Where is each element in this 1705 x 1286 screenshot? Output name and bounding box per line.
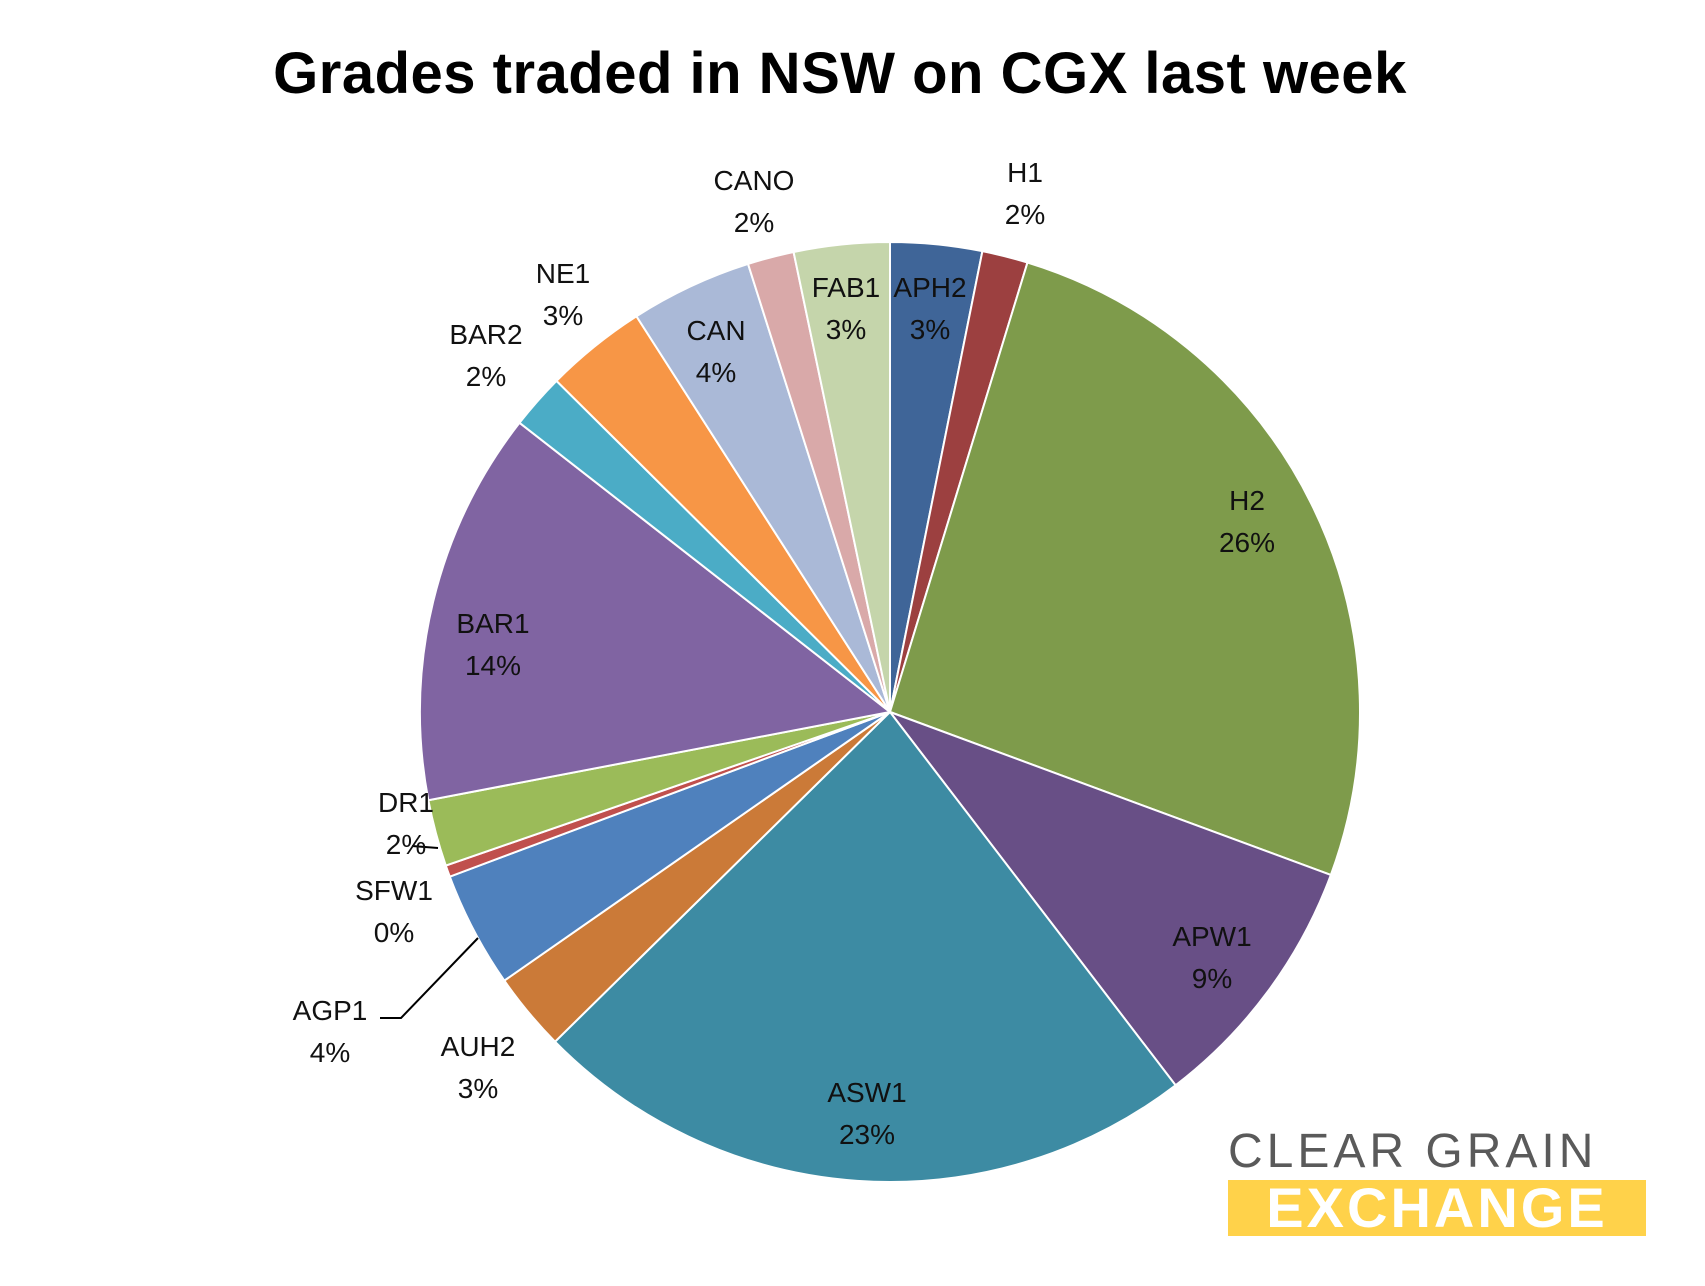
leader-line-agp1: [380, 937, 479, 1019]
slice-percent-cano: 2%: [734, 207, 774, 238]
slice-percent-agp1: 4%: [310, 1037, 350, 1068]
clear-grain-exchange-logo: CLEAR GRAIN EXCHANGE: [1228, 1126, 1648, 1236]
slice-percent-bar2: 2%: [466, 361, 506, 392]
slice-name-h2: H2: [1229, 485, 1265, 516]
logo-line-2: EXCHANGE: [1266, 1180, 1608, 1236]
leader-line-dr1: [411, 845, 439, 849]
slice-percent-apw1: 9%: [1192, 963, 1232, 994]
leader-lines: [380, 845, 479, 1019]
slice-percent-can: 4%: [696, 357, 736, 388]
slice-percent-fab1: 3%: [826, 314, 866, 345]
slice-name-ne1: NE1: [536, 258, 590, 289]
slice-percent-sfw1: 0%: [374, 917, 414, 948]
slice-name-can: CAN: [686, 315, 745, 346]
slice-percent-aph2: 3%: [910, 314, 950, 345]
slice-percent-bar1: 14%: [465, 650, 521, 681]
slice-name-fab1: FAB1: [812, 272, 880, 303]
pie-slice-apw1: [887, 709, 1333, 1087]
slice-name-sfw1: SFW1: [355, 875, 433, 906]
slice-labels: APH2 3% H1 2% H2 26% APW1 9% ASW1 23% AUH2 3% AGP1 4%…: [293, 157, 1275, 1150]
pie-slice-bar1: [419, 421, 893, 802]
slice-name-apw1: APW1: [1172, 921, 1251, 952]
slice-name-auh2: AUH2: [441, 1031, 516, 1062]
slice-name-cano: CANO: [714, 165, 795, 196]
slice-percent-dr1: 2%: [386, 829, 426, 860]
slice-percent-h2: 26%: [1219, 527, 1275, 558]
slice-name-agp1: AGP1: [293, 995, 368, 1026]
slice-name-h1: H1: [1007, 157, 1043, 188]
slice-percent-auh2: 3%: [458, 1073, 498, 1104]
pie-slice-fab1: [792, 240, 891, 713]
slice-name-bar1: BAR1: [456, 608, 529, 639]
slice-percent-ne1: 3%: [543, 300, 583, 331]
pie-slices: [419, 240, 1361, 1183]
slice-name-dr1: DR1: [378, 787, 434, 818]
chart-title: Grades traded in NSW on CGX last week: [273, 41, 1407, 106]
slice-name-asw1: ASW1: [827, 1077, 906, 1108]
logo-band: EXCHANGE: [1228, 1180, 1646, 1236]
pie-slice-asw1: [553, 710, 1178, 1183]
logo-line-1: CLEAR GRAIN: [1228, 1125, 1598, 1178]
slice-percent-asw1: 23%: [839, 1119, 895, 1150]
slice-name-bar2: BAR2: [449, 319, 522, 350]
slice-name-aph2: APH2: [893, 272, 966, 303]
pie-slice-h2: [888, 261, 1361, 877]
slice-percent-h1: 2%: [1005, 199, 1045, 230]
